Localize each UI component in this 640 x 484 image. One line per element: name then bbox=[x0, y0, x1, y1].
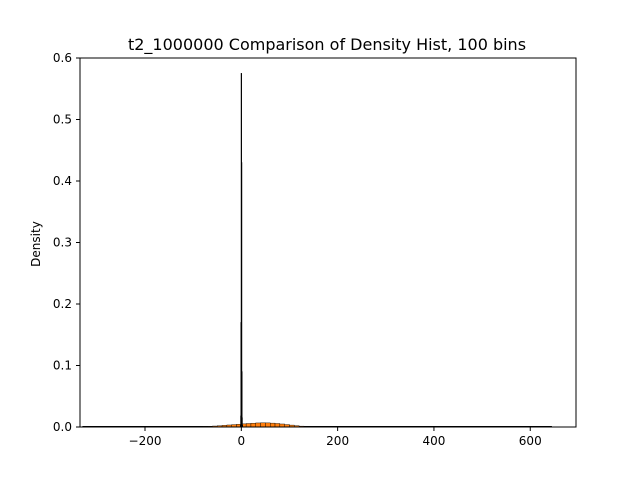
wide-hist-bar-12 bbox=[251, 423, 256, 427]
x-tick-label: −200 bbox=[129, 434, 162, 448]
x-tick-label: 0 bbox=[238, 434, 246, 448]
y-tick-label: 0.6 bbox=[53, 51, 72, 65]
wide-hist-bar-15 bbox=[265, 423, 270, 427]
wide-hist-bar-13 bbox=[256, 423, 261, 427]
wide-hist-bar-17 bbox=[275, 423, 280, 427]
wide-hist-bar-11 bbox=[246, 423, 251, 427]
y-tick-label: 0.1 bbox=[53, 359, 72, 373]
wide-hist-bar-14 bbox=[261, 423, 266, 427]
wide-hist-bar-16 bbox=[270, 423, 275, 427]
x-tick-label: 400 bbox=[422, 434, 445, 448]
y-axis-label: Density bbox=[29, 221, 43, 267]
y-tick-label: 0.2 bbox=[53, 297, 72, 311]
y-tick-label: 0.0 bbox=[53, 420, 72, 434]
y-tick-label: 0.4 bbox=[53, 174, 72, 188]
chart-title: t2_1000000 Comparison of Density Hist, 1… bbox=[128, 35, 526, 55]
y-tick-label: 0.5 bbox=[53, 113, 72, 127]
x-tick-label: 600 bbox=[519, 434, 542, 448]
x-tick-label: 200 bbox=[326, 434, 349, 448]
y-tick-label: 0.3 bbox=[53, 236, 72, 250]
